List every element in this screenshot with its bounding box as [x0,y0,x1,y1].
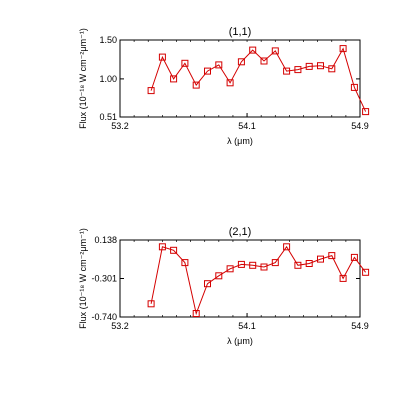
data-point [305,62,313,70]
data-point [204,280,211,288]
data-point [271,259,279,267]
data-point [215,61,223,69]
data-point [328,65,336,73]
x-tick-label: 53.2 [111,321,129,331]
data-point [192,81,200,89]
panel-1: 53.2 54.1 54.9 0.51 1.00 1.50 (1,1) λ (μm) Flux … [78,26,370,146]
y-tick-label: -0.301 [91,274,117,284]
panel-title: (1,1) [229,26,252,38]
data-point [305,260,313,267]
y-tick-label: 0.138 [94,235,117,245]
data-point [170,246,178,254]
data-point [328,252,336,260]
data-point [362,268,370,276]
data-point [350,253,358,261]
data-point [249,261,257,269]
y-tick-label: -0.740 [91,312,117,322]
x-tick-label: 54.1 [238,321,256,331]
data-point [260,57,268,65]
x-tick-label: 54.1 [238,121,256,131]
data-point [147,87,155,95]
data-point [181,59,189,67]
panel-2: 53.2 54.1 54.9 -0.740 -0.301 0.138 (2,1) λ (μm)… [78,226,370,346]
y-tick-label: 1.50 [99,35,117,45]
data-point [339,45,347,53]
data-point [350,83,358,91]
data-point [249,46,257,54]
plot-frame [119,39,361,118]
panel-title: (2,1) [229,226,252,238]
data-point [226,79,234,87]
data-point [294,261,302,269]
y-axis-label: Flux (10⁻¹⁸ W cm⁻²μm⁻¹) [78,28,88,129]
x-tick-label: 54.9 [351,121,369,131]
y-tick-label: 0.51 [99,112,117,122]
data-point [237,58,245,66]
data-point [339,274,347,282]
x-axis-label: λ (μm) [227,336,253,346]
series-line [150,47,367,112]
data-point [226,265,234,273]
data-point [283,243,291,251]
series-line [150,245,366,316]
data-point [260,263,268,271]
x-tick-label: 54.9 [351,321,369,331]
y-tick-label: 1.00 [99,74,117,84]
data-point [158,243,166,251]
data-point [192,310,200,317]
data-point [170,75,178,83]
data-point [283,67,291,75]
data-point [317,255,324,263]
data-point [147,300,155,308]
data-point [204,67,211,75]
data-point [317,62,324,70]
data-point [158,53,166,61]
y-axis-label: Flux (10⁻¹⁸ W cm⁻²μm⁻¹) [78,228,88,329]
data-point [271,47,279,55]
x-tick-label: 53.2 [111,121,129,131]
data-point [362,108,370,116]
data-point [181,259,189,267]
data-point [294,66,302,74]
x-axis-label: λ (μm) [227,136,253,146]
data-point [237,260,245,268]
data-point [215,272,223,280]
